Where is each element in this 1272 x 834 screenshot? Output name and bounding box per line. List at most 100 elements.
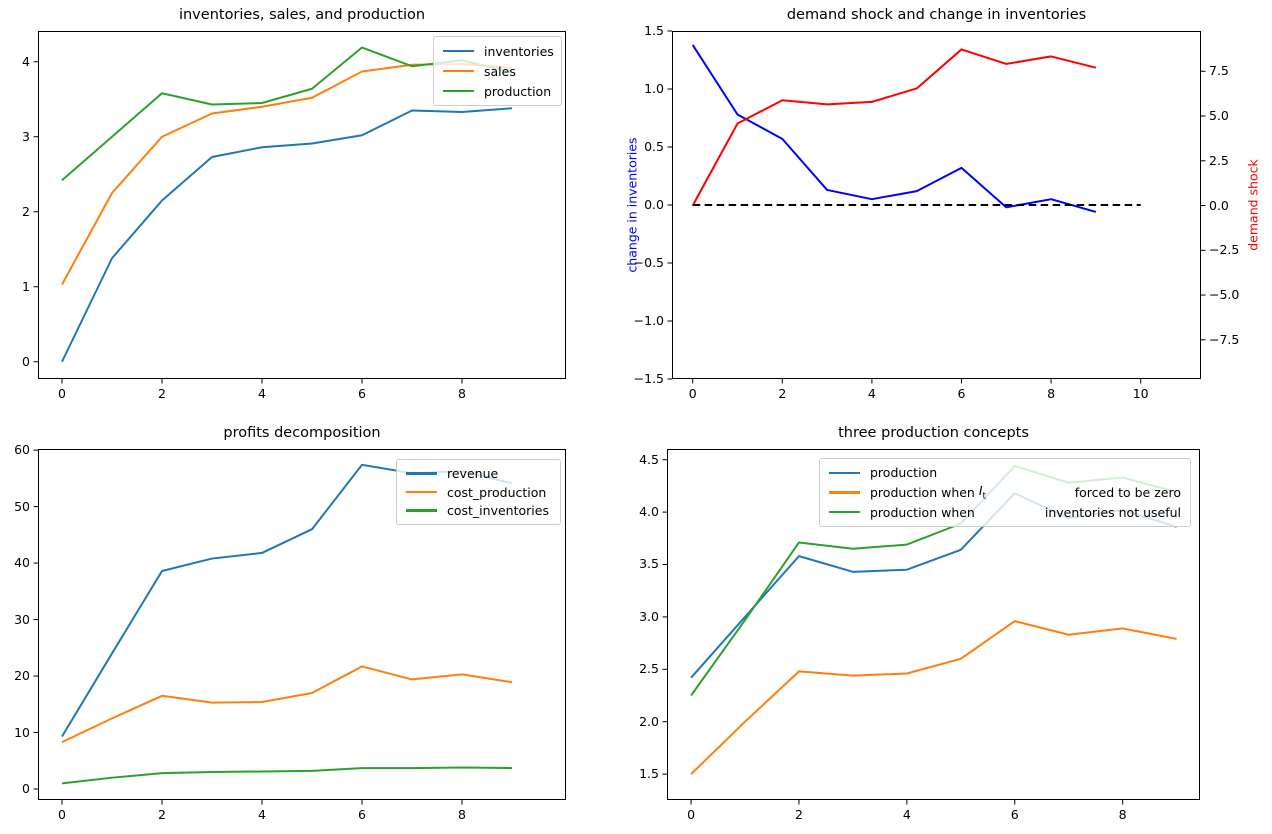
three-production-concepts-x-tick-label: 4 bbox=[902, 807, 911, 822]
legend-entry-label: cost_production bbox=[447, 484, 547, 500]
inventories-sales-production-x-tick-label: 0 bbox=[58, 386, 66, 401]
demand-shock-change-inventories-y-tick-label: −1.5 bbox=[633, 371, 664, 386]
profits-decomposition-x-tick-label: 6 bbox=[358, 807, 366, 822]
three-production-concepts-x-tick-label: 6 bbox=[1010, 807, 1019, 822]
demand-shock-change-inventories-y-right-tick-label: 5.0 bbox=[1209, 108, 1229, 124]
demand-shock-change-inventories-y-tick-label: 0.0 bbox=[644, 197, 664, 212]
demand-shock-change-inventories-y-right-tick-label: −2.5 bbox=[1209, 242, 1240, 258]
three-production-concepts-y-tick-label: 4.0 bbox=[639, 504, 659, 520]
profits-decomposition-y-tick-label: 10 bbox=[14, 724, 30, 740]
legend-entry: cost_inventories bbox=[406, 501, 551, 520]
legend-entry-label-right: forced to be zero bbox=[1074, 485, 1181, 500]
inventories-sales-production-x-tick-label: 8 bbox=[458, 386, 466, 401]
three-production-concepts-y-tick-label: 3.5 bbox=[639, 556, 659, 572]
demand-shock-change-inventories-y-right-tick-label: −7.5 bbox=[1209, 331, 1240, 347]
legend-entry-label: cost_inventories bbox=[447, 503, 549, 519]
inventories-sales-production-y-tick-label: 4 bbox=[22, 53, 30, 69]
inventories-sales-production-legend: inventories sales production bbox=[433, 36, 562, 106]
legend-entry: production bbox=[443, 81, 552, 101]
inventories-sales-production-x-tick-label: 4 bbox=[258, 386, 266, 401]
three-production-concepts-x-tick-label: 2 bbox=[794, 807, 803, 822]
profits-decomposition-spines bbox=[38, 449, 566, 800]
profits-decomposition-x-tick-label: 4 bbox=[258, 807, 266, 822]
profits-decomposition-y-tick-label: 20 bbox=[14, 668, 30, 684]
legend-entry-label: production when bbox=[870, 485, 979, 500]
demand-shock-change-inventories-y-tick-label: −0.5 bbox=[633, 255, 664, 270]
three-production-concepts-y-tick-label: 1.5 bbox=[639, 766, 659, 782]
title-demand-shock-change-inventories: demand shock and change in inventories bbox=[786, 7, 1087, 23]
demand-shock-change-inventories-x-tick-label: 10 bbox=[1132, 386, 1149, 401]
legend-line-sample bbox=[443, 69, 474, 73]
three-production-concepts-legend: production production when It forced to be… bbox=[819, 458, 1191, 527]
legend-entry-label: production bbox=[870, 465, 938, 481]
profits-decomposition-y-tick-label: 50 bbox=[14, 498, 30, 514]
demand-shock-change-inventories-x-tick-label: 0 bbox=[688, 386, 697, 401]
inventories-sales-production-y-tick-label: 0 bbox=[22, 353, 30, 369]
legend-entry: inventories bbox=[443, 41, 554, 61]
demand-shock-change-inventories-x-tick-label: 6 bbox=[957, 386, 966, 401]
demand-shock-change-inventories-spines bbox=[672, 31, 1201, 379]
profits-decomposition-y-tick-label: 0 bbox=[22, 780, 30, 796]
demand-shock-change-inventories-y-tick-label: 0.5 bbox=[644, 139, 664, 154]
legend-entry-label: sales bbox=[484, 63, 516, 79]
inventories-sales-production-y-tick-label: 1 bbox=[22, 278, 30, 294]
profits-decomposition-x-tick-label: 2 bbox=[158, 807, 166, 822]
legend-entry-label-right: inventories not useful bbox=[1044, 504, 1181, 520]
profits-decomposition-y-tick-label: 60 bbox=[14, 442, 30, 458]
demand-shock-change-inventories-y-right-tick-label: 0.0 bbox=[1209, 197, 1229, 213]
legend-entry: production when inventories not useful bbox=[829, 502, 1181, 522]
cost_production-line bbox=[61, 665, 513, 744]
legend-entry-label: revenue bbox=[447, 465, 499, 481]
inventories-sales-production-spines bbox=[38, 31, 566, 379]
demand-shock-change-inventories-y-right-tick-label: 7.5 bbox=[1209, 63, 1229, 79]
demand-shock-change-inventories-x-tick-label: 8 bbox=[1047, 386, 1056, 401]
cost_inventories-line bbox=[61, 766, 513, 785]
three-production-concepts-y-tick-label: 4.5 bbox=[639, 451, 659, 467]
legend-entry-label: production when bbox=[870, 504, 975, 520]
legend-line-sample bbox=[829, 491, 860, 494]
legend-line-sample bbox=[406, 472, 437, 475]
legend-entry-label: inventories bbox=[484, 43, 554, 59]
legend-entry: production bbox=[829, 463, 1181, 483]
inventories-sales-production-x-tick-label: 2 bbox=[158, 386, 166, 401]
demand-shock-change-inventories-y-right-tick-label: −5.0 bbox=[1209, 287, 1240, 303]
legend-entry: production when It forced to be zero bbox=[829, 483, 1181, 503]
profits-decomposition-y-tick-label: 30 bbox=[14, 611, 30, 627]
legend-line-sample bbox=[829, 510, 860, 514]
inventories-sales-production-y-tick-label: 3 bbox=[22, 128, 30, 144]
title-profits-decomposition: profits decomposition bbox=[223, 425, 381, 441]
profits-decomposition-x-tick-label: 0 bbox=[58, 807, 66, 822]
legend-line-sample bbox=[406, 509, 437, 512]
legend-entry: revenue bbox=[406, 464, 551, 483]
inventories-sales-production-y-tick-label: 2 bbox=[22, 203, 30, 219]
legend-line-sample bbox=[406, 490, 437, 494]
demand-shock-change-inventories-y-tick-label: 1.0 bbox=[644, 81, 664, 96]
demand-shock-change-inventories-y-tick-label: 1.5 bbox=[644, 23, 664, 38]
legend-math-symbol: It bbox=[978, 483, 987, 502]
legend-line-sample bbox=[443, 89, 474, 93]
inventories-line bbox=[61, 107, 513, 363]
legend-line-sample bbox=[829, 471, 860, 475]
production-when-It-forced-to-be-zero-line bbox=[690, 620, 1177, 775]
demand-shock-line bbox=[691, 48, 1097, 207]
legend-entry-label: production bbox=[484, 83, 552, 99]
title-inventories-sales-production: inventories, sales, and production bbox=[178, 7, 426, 23]
demand-shock-change-inventories-x-tick-label: 4 bbox=[867, 386, 876, 401]
change-in-inventories-line bbox=[691, 44, 1097, 213]
three-production-concepts-y-tick-label: 2.5 bbox=[639, 661, 659, 677]
title-three-production-concepts: three production concepts bbox=[838, 425, 1029, 441]
three-production-concepts-x-tick-label: 0 bbox=[687, 807, 696, 822]
three-production-concepts-spines bbox=[667, 449, 1200, 800]
profits-decomposition-x-tick-label: 8 bbox=[458, 807, 466, 822]
demand-shock-change-inventories-plot-area bbox=[667, 30, 1206, 384]
three-production-concepts-y-tick-label: 2.0 bbox=[639, 713, 659, 729]
profits-decomposition-legend: revenue cost_production cost_inventories bbox=[396, 459, 561, 525]
profits-decomposition-y-tick-label: 40 bbox=[14, 555, 30, 571]
inventories-sales-production-x-tick-label: 6 bbox=[358, 386, 366, 401]
demand-shock-change-inventories-y-tick-label: −1.0 bbox=[633, 313, 664, 328]
demand-shock-change-inventories-x-tick-label: 2 bbox=[778, 386, 787, 401]
legend-entry: cost_production bbox=[406, 483, 551, 502]
legend-entry: sales bbox=[443, 61, 552, 81]
legend-line-sample bbox=[443, 49, 474, 53]
